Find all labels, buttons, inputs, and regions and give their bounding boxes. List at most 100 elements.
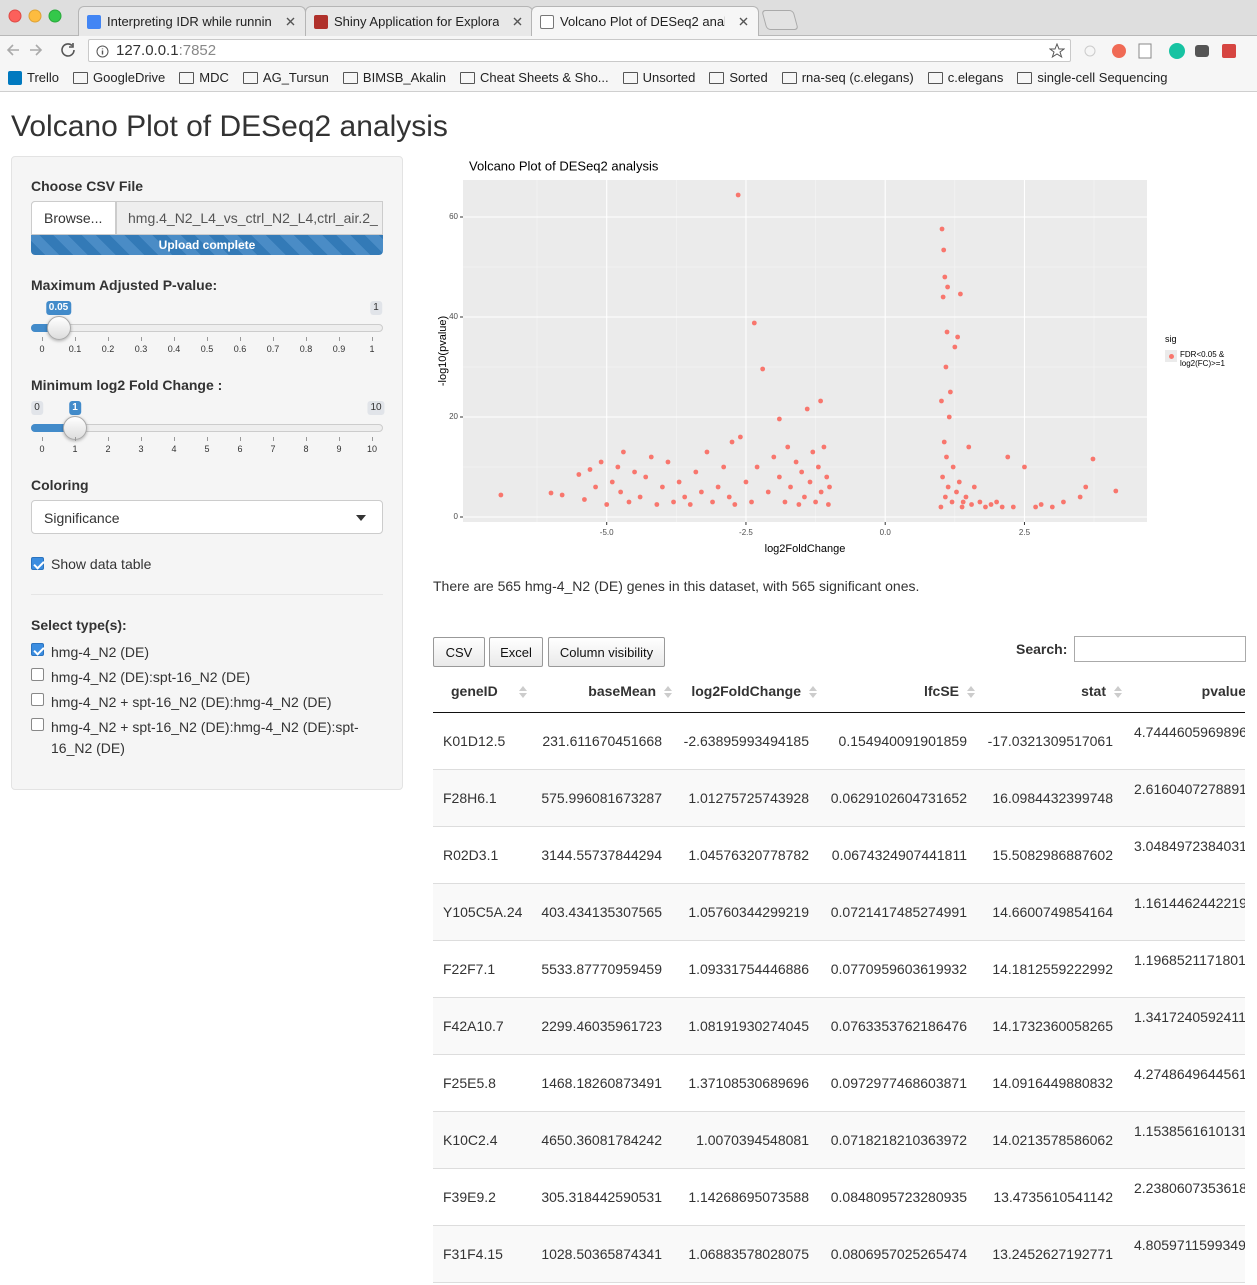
bookmark[interactable]: AG_Tursun (242, 70, 329, 85)
extension-icons[interactable] (1082, 42, 1252, 60)
bookmark[interactable]: Sorted (709, 70, 768, 85)
table-row (433, 1055, 1245, 1112)
search-input[interactable] (1074, 636, 1246, 662)
point (941, 439, 947, 445)
x-tick-label: -2.5 (739, 528, 753, 537)
table-cell: 1.1538561610131 (1134, 1123, 1245, 1139)
table-cell: 1.1614462442219 (1134, 895, 1245, 911)
new-tab[interactable] (761, 10, 799, 30)
table-cell: 1.1968521171801 (1134, 952, 1245, 968)
point (593, 484, 598, 490)
point (940, 474, 945, 480)
point (945, 484, 951, 490)
point (749, 499, 754, 505)
tab-close[interactable] (739, 17, 748, 26)
slider-tick-label: 1 (369, 344, 375, 354)
url-field[interactable]: 127.0.0.1:7852 (88, 39, 1071, 62)
slider-fill (31, 324, 59, 332)
point (704, 449, 710, 455)
nav-buttons[interactable] (6, 42, 78, 58)
column-header[interactable]: baseMean (588, 683, 656, 699)
point (818, 398, 823, 404)
type-checkbox[interactable] (31, 668, 44, 681)
folder-icon (709, 71, 725, 84)
table-cell: 4.7444605969896 (1134, 724, 1245, 740)
browse-button[interactable]: Browse... (31, 201, 116, 235)
folder-icon (927, 71, 943, 84)
bookmark[interactable]: Trello (8, 70, 59, 85)
slider-tick-label: 0.2 (101, 344, 115, 354)
bookmark-label: Sorted (729, 70, 768, 85)
slider-label: Minimum log2 Fold Change : (31, 377, 223, 393)
bookmark-label: MDC (199, 70, 229, 85)
table-row (433, 1226, 1245, 1283)
slider-tick-label: 0.1 (68, 344, 82, 354)
type-checkbox[interactable] (31, 643, 44, 656)
type-checkbox[interactable] (31, 693, 44, 706)
info-icon (96, 45, 109, 58)
bookmark[interactable]: Unsorted (622, 70, 695, 85)
table-cell: 0.0629102604731652 (830, 790, 967, 806)
coloring-select[interactable]: Significance (31, 500, 383, 534)
table-cell: 0.0721417485274991 (830, 904, 967, 920)
slider-tick-label: 0.8 (299, 344, 313, 354)
table-cell: 1.04576320778782 (688, 847, 809, 863)
point (582, 497, 587, 502)
tab[interactable]: Shiny Application for Explorato (305, 6, 533, 36)
point (940, 294, 946, 300)
type-checkbox[interactable] (31, 718, 44, 731)
column-header[interactable]: geneID (451, 683, 498, 699)
type-label: hmg-4_N2 + spt-16_N2 (DE):hmg-4_N2 (DE) (51, 694, 332, 710)
bookmark[interactable]: Cheat Sheets & Sho... (460, 70, 609, 85)
table-button[interactable]: Column visibility (548, 637, 665, 667)
table-button[interactable]: Excel (489, 637, 543, 667)
point (941, 247, 947, 253)
slider-label: Maximum Adjusted P-value: (31, 277, 218, 293)
point (818, 489, 824, 495)
point (824, 474, 830, 480)
slider-tick (108, 337, 109, 341)
bookmark-label: AG_Tursun (262, 70, 329, 85)
column-header[interactable]: log2FoldChange (691, 683, 801, 699)
x-tick-label: 0.0 (880, 528, 892, 537)
column-header[interactable]: pvalue (1201, 683, 1245, 699)
slider-tick-label: 0.9 (332, 344, 346, 354)
tab[interactable]: Volcano Plot of DESeq2 analys (531, 6, 759, 37)
bookmark[interactable]: single-cell Sequencing (1017, 70, 1167, 85)
table-cell: K01D12.5 (443, 733, 506, 749)
point (671, 499, 676, 505)
url-host: 127.0.0.1 (116, 42, 179, 59)
column-header[interactable]: lfcSE (923, 683, 959, 699)
table-cell: 13.4735610541142 (993, 1189, 1113, 1205)
bookmark[interactable]: MDC (179, 70, 229, 85)
point (939, 226, 945, 232)
tab-close[interactable] (286, 17, 295, 26)
bookmark[interactable]: BIMSB_Akalin (342, 70, 446, 85)
point (498, 492, 504, 498)
point (682, 494, 688, 500)
folder-icon (1017, 71, 1033, 84)
bookmark[interactable]: rna-seq (c.elegans) (781, 70, 914, 85)
table-cell: 5533.87770959459 (541, 961, 662, 977)
slider-handle[interactable] (46, 316, 71, 340)
tab[interactable]: Interpreting IDR while running (78, 6, 306, 36)
point (939, 398, 944, 404)
point (1090, 456, 1096, 462)
show-table-checkbox[interactable] (31, 557, 44, 570)
bookmark[interactable]: GoogleDrive (73, 70, 165, 85)
point (959, 504, 965, 510)
table-cell: 2.6160407278891 (1134, 781, 1245, 797)
column-header[interactable]: stat (1081, 683, 1106, 699)
bookmark-label: rna-seq (c.elegans) (801, 70, 914, 85)
slider-tick (108, 437, 109, 441)
bookmark[interactable]: c.elegans (927, 70, 1003, 85)
slider-max: 1 (370, 301, 382, 315)
point (771, 454, 777, 460)
table-button[interactable]: CSV (433, 637, 485, 667)
point (782, 499, 788, 505)
bookmark-star[interactable] (1049, 43, 1065, 59)
table-cell: 13.2452627192771 (992, 1246, 1113, 1262)
point (676, 479, 682, 485)
tab-close[interactable] (513, 17, 522, 26)
